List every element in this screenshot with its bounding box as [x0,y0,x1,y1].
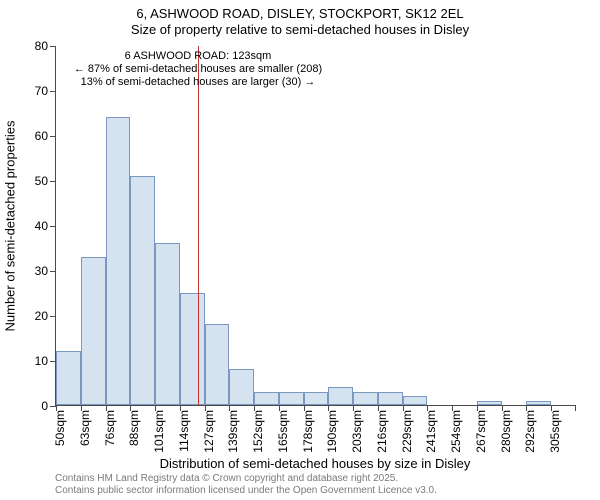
histogram-bar [304,392,329,406]
y-tick-label: 60 [35,129,48,143]
histogram-bar [254,392,279,406]
y-tick-label: 80 [35,39,48,53]
x-tick [575,405,576,411]
x-tick-label: 305sqm [548,410,562,453]
x-tick-label: 190sqm [325,410,339,453]
y-tick [50,181,56,182]
histogram-bar [130,176,155,406]
chart-title: 6, ASHWOOD ROAD, DISLEY, STOCKPORT, SK12… [0,6,600,38]
y-tick-label: 40 [35,219,48,233]
histogram-bar [378,392,403,406]
x-tick-label: 165sqm [276,410,290,453]
x-tick-label: 229sqm [400,410,414,453]
histogram-bar [526,401,551,406]
y-tick [50,271,56,272]
x-tick-label: 76sqm [103,410,117,446]
annotation-line: ← 87% of semi-detached houses are smalle… [74,63,322,76]
y-axis-title: Number of semi-detached properties [3,121,18,332]
x-tick-label: 241sqm [424,410,438,453]
plot-area: 0102030405060708050sqm63sqm76sqm88sqm101… [55,46,575,406]
x-tick-label: 216sqm [375,410,389,453]
histogram-bar [155,243,180,405]
title-line-2: Size of property relative to semi-detach… [0,22,600,38]
y-tick [50,226,56,227]
reference-line [198,46,199,405]
y-tick [50,316,56,317]
x-tick-label: 139sqm [226,410,240,453]
x-tick-label: 280sqm [499,410,513,453]
annotation-line: 6 ASHWOOD ROAD: 123sqm [74,50,322,63]
footer-attribution: Contains HM Land Registry data © Crown c… [55,473,437,497]
histogram-bar [229,369,254,405]
histogram-bar [56,351,81,405]
x-tick-label: 127sqm [202,410,216,453]
chart-container: 6, ASHWOOD ROAD, DISLEY, STOCKPORT, SK12… [0,0,600,500]
x-tick-label: 254sqm [449,410,463,453]
y-tick-label: 20 [35,309,48,323]
histogram-bar [180,293,205,406]
histogram-bar [205,324,230,405]
histogram-bar [328,387,353,405]
y-tick-label: 50 [35,174,48,188]
histogram-bar [403,396,428,405]
annotation-box: 6 ASHWOOD ROAD: 123sqm← 87% of semi-deta… [74,50,322,89]
x-tick-label: 203sqm [350,410,364,453]
x-tick-label: 267sqm [474,410,488,453]
x-tick-label: 50sqm [53,410,67,446]
footer-line-1: Contains HM Land Registry data © Crown c… [55,473,437,485]
histogram-bar [81,257,106,406]
y-tick-label: 30 [35,264,48,278]
x-tick-label: 178sqm [301,410,315,453]
histogram-bar [279,392,304,406]
y-tick [50,136,56,137]
x-tick-label: 63sqm [78,410,92,446]
y-tick-label: 70 [35,84,48,98]
y-tick [50,91,56,92]
histogram-bar [106,117,131,405]
y-tick-label: 0 [41,399,48,413]
y-tick-label: 10 [35,354,48,368]
x-tick-label: 292sqm [523,410,537,453]
y-tick [50,46,56,47]
annotation-line: 13% of semi-detached houses are larger (… [74,76,322,89]
histogram-bar [353,392,378,406]
x-tick-label: 88sqm [127,410,141,446]
x-tick-label: 101sqm [152,410,166,453]
title-line-1: 6, ASHWOOD ROAD, DISLEY, STOCKPORT, SK12… [0,6,600,22]
footer-line-2: Contains public sector information licen… [55,485,437,497]
x-tick-label: 152sqm [251,410,265,453]
x-axis-title: Distribution of semi-detached houses by … [55,456,575,471]
x-tick-label: 114sqm [177,410,191,452]
histogram-bar [477,401,502,406]
